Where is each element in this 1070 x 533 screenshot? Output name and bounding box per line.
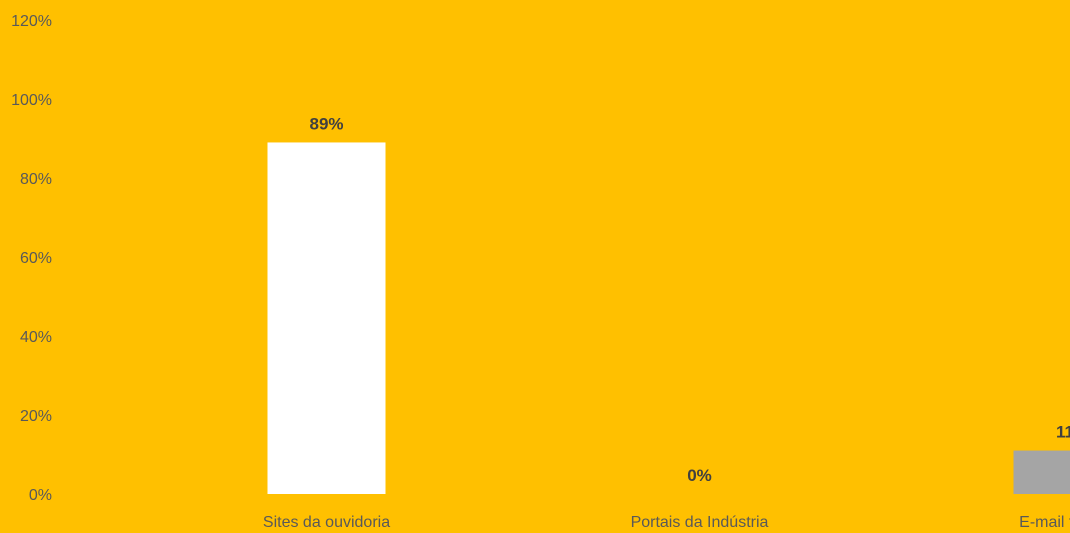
y-tick-label: 0% xyxy=(29,487,52,504)
bar xyxy=(1013,450,1070,494)
data-labels-group: 89% 0% 11% xyxy=(309,114,1070,485)
category-label: Portais da Indústria xyxy=(631,514,769,531)
data-label: 11% xyxy=(1056,423,1070,442)
y-axis-ticks: 0% 20% 40% 60% 80% 100% 120% xyxy=(11,13,52,504)
category-label: E-mail telefone xyxy=(1019,514,1070,531)
y-tick-label: 40% xyxy=(20,329,52,346)
y-tick-label: 100% xyxy=(11,92,52,109)
data-label: 89% xyxy=(309,114,343,133)
bar xyxy=(267,142,386,494)
y-tick-label: 20% xyxy=(20,408,52,425)
category-label: Sites da ouvidoria xyxy=(263,514,390,531)
bars-group xyxy=(267,142,1070,494)
category-labels-group: Sites da ouvidoria Portais da Indústria E-… xyxy=(263,514,1070,531)
data-label: 0% xyxy=(687,466,712,485)
y-tick-label: 60% xyxy=(20,250,52,267)
y-tick-label: 80% xyxy=(20,171,52,188)
y-tick-label: 120% xyxy=(11,13,52,30)
